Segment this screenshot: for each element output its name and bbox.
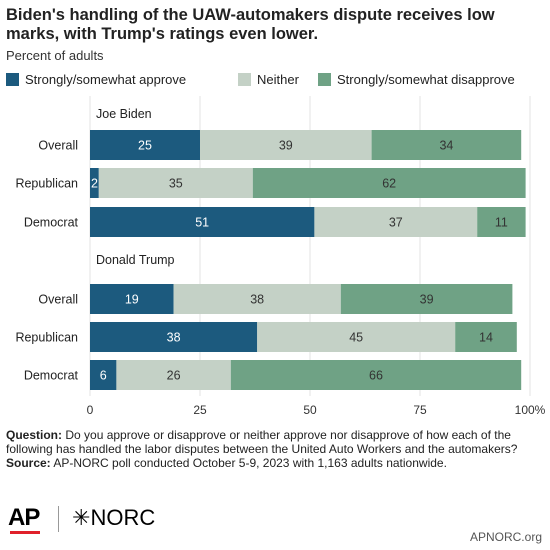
stacked-bar-chart: Joe Biden Overall 25 39 34 Republican 2 35 62 Dem… — [15, 96, 546, 417]
ap-logo: AP — [8, 504, 40, 531]
bar-segment — [257, 322, 456, 352]
category-label: Democrat — [24, 216, 79, 230]
legend-item-disapprove: Strongly/somewhat disapprove — [318, 72, 515, 87]
bar-segment — [90, 130, 200, 160]
bar-segment — [252, 168, 526, 198]
data-label: 38 — [250, 293, 264, 307]
bar-segment — [371, 130, 522, 160]
category-label: Republican — [15, 177, 78, 191]
category-label: Democrat — [24, 369, 79, 383]
legend-label-disapprove: Strongly/somewhat disapprove — [337, 72, 515, 87]
bar-segment — [90, 207, 315, 237]
bar-segment — [90, 284, 174, 314]
question-note: Question: Do you approve or disapprove o… — [6, 428, 544, 456]
data-label: 38 — [167, 331, 181, 345]
legend-item-neither: Neither — [238, 72, 299, 87]
bar-segment — [455, 322, 517, 352]
data-label: 11 — [495, 216, 508, 230]
data-label: 37 — [389, 216, 403, 230]
ap-logo-underline — [10, 531, 40, 534]
legend-swatch-disapprove — [318, 73, 331, 86]
category-label: Overall — [38, 293, 78, 307]
legend-label-approve: Strongly/somewhat approve — [25, 72, 187, 87]
question-text: Do you approve or disapprove or neither … — [6, 428, 518, 456]
legend-swatch-neither — [238, 73, 251, 86]
bar-segment — [98, 168, 253, 198]
data-label: 6 — [100, 369, 107, 383]
logos: AP ✳NORC — [8, 500, 208, 540]
data-label: 26 — [167, 369, 181, 383]
legend: Strongly/somewhat approve Neither Strong… — [6, 72, 546, 90]
chart-subtitle: Percent of adults — [6, 48, 104, 63]
norc-logo: ✳NORC — [72, 505, 156, 530]
source-text: AP-NORC poll conducted October 5-9, 2023… — [53, 456, 447, 470]
bar-segment — [173, 284, 341, 314]
bar-segment — [340, 284, 513, 314]
x-tick-label: 100% — [515, 403, 546, 417]
data-label: 34 — [439, 139, 453, 153]
legend-item-approve: Strongly/somewhat approve — [6, 72, 186, 87]
question-label: Question: — [6, 428, 62, 442]
x-tick-label: 50 — [303, 403, 317, 417]
data-label: 19 — [125, 293, 139, 307]
data-label: 51 — [195, 216, 209, 230]
norc-logo-text: NORC — [90, 505, 156, 530]
data-label: 14 — [479, 331, 493, 345]
bar-segment — [90, 168, 99, 198]
chart-footer: Question: Do you approve or disapprove o… — [6, 428, 544, 470]
site-credit: APNORC.org — [469, 530, 542, 544]
group-label: Joe Biden — [96, 107, 152, 121]
category-label: Overall — [38, 139, 78, 153]
legend-label-neither: Neither — [257, 72, 299, 87]
data-label: 62 — [382, 177, 396, 191]
data-label: 39 — [420, 293, 434, 307]
data-label: 35 — [169, 177, 183, 191]
logo-divider — [58, 506, 59, 532]
data-label: 25 — [138, 139, 152, 153]
category-label: Republican — [15, 331, 78, 345]
bar-segment — [116, 360, 231, 390]
source-note: Source: AP-NORC poll conducted October 5… — [6, 456, 544, 470]
source-label: Source: — [6, 456, 51, 470]
legend-swatch-approve — [6, 73, 19, 86]
data-label: 45 — [349, 331, 363, 345]
bar-segment — [200, 130, 372, 160]
bar-segment — [230, 360, 522, 390]
x-tick-label: 75 — [413, 403, 427, 417]
bar-segment — [477, 207, 526, 237]
x-tick-label: 25 — [193, 403, 207, 417]
data-label: 39 — [279, 139, 293, 153]
x-tick-label: 0 — [87, 403, 94, 417]
group-label: Donald Trump — [96, 253, 175, 267]
chart-title: Biden's handling of the UAW-automakers d… — [6, 6, 495, 43]
bar-segment — [90, 322, 258, 352]
bar-segment — [314, 207, 478, 237]
data-label: 2 — [91, 177, 98, 191]
data-label: 66 — [369, 369, 383, 383]
bar-segment — [90, 360, 117, 390]
